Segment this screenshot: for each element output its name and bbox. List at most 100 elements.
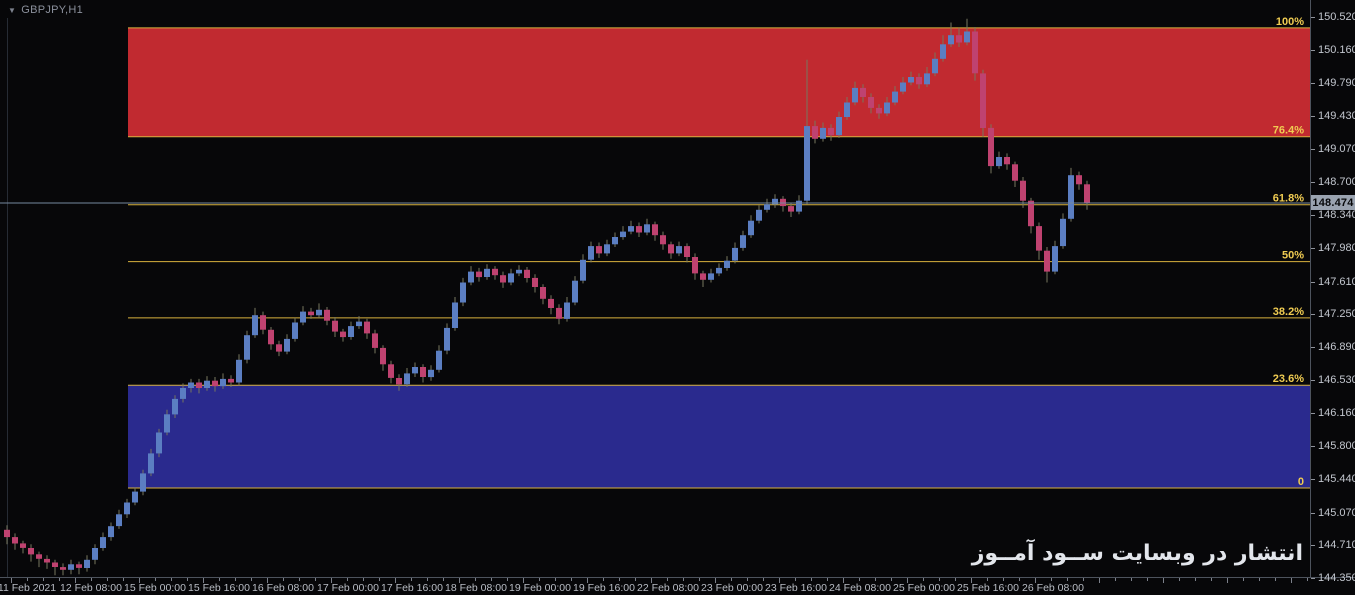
symbol-label[interactable]: ▼ GBPJPY,H1	[8, 4, 83, 16]
candle-body	[940, 44, 946, 59]
time-tick	[699, 578, 700, 581]
price-tick	[1311, 380, 1315, 381]
symbol-timeframe-text: GBPJPY,H1	[21, 4, 84, 16]
candle-body	[1004, 157, 1010, 165]
time-tick	[379, 578, 380, 581]
time-tick	[683, 578, 684, 581]
candle-body	[884, 102, 890, 114]
time-tick-label: 19 Feb 16:00	[573, 582, 635, 594]
time-tick	[1179, 578, 1180, 581]
sell-zone[interactable]	[128, 27, 1310, 137]
price-tick	[1311, 149, 1315, 150]
candle-body	[988, 127, 994, 167]
candle-body	[580, 259, 586, 281]
price-tick-label: 148.700	[1318, 176, 1355, 188]
candle-body	[1044, 250, 1050, 272]
candle-body	[876, 107, 882, 114]
candle-body	[1020, 180, 1026, 201]
time-tick	[523, 578, 524, 583]
candle-body	[916, 77, 922, 85]
time-tick	[27, 578, 28, 581]
time-tick	[203, 578, 204, 583]
price-tick-label: 146.890	[1318, 341, 1355, 353]
time-tick	[1211, 578, 1212, 581]
candle-body	[468, 271, 474, 283]
time-tick-label: 12 Feb 08:00	[60, 582, 122, 594]
candle-body	[564, 302, 570, 319]
price-tick	[1311, 17, 1315, 18]
time-tick	[539, 578, 540, 581]
candle-body	[724, 260, 730, 268]
candle-body	[316, 309, 322, 316]
candle-body	[252, 315, 258, 336]
time-tick-label: 15 Feb 00:00	[124, 582, 186, 594]
candle-body	[948, 35, 954, 45]
candle-body	[4, 529, 10, 538]
price-tick-label: 147.610	[1318, 276, 1355, 288]
time-tick-label: 24 Feb 08:00	[829, 582, 891, 594]
time-tick	[907, 578, 908, 583]
time-tick-label: 26 Feb 08:00	[1022, 582, 1084, 594]
candle-body	[900, 82, 906, 92]
candle-body	[228, 378, 234, 383]
time-tick	[571, 578, 572, 581]
time-tick	[955, 578, 956, 581]
candle-body	[644, 224, 650, 233]
candle-body	[588, 246, 594, 260]
candle-body	[116, 514, 122, 527]
time-tick	[411, 578, 412, 581]
time-tick	[811, 578, 812, 581]
time-tick	[507, 578, 508, 581]
candle-body	[676, 246, 682, 254]
candle-body	[860, 87, 866, 97]
candle-body	[60, 567, 66, 570]
candle-body	[276, 344, 282, 352]
candle-body	[740, 235, 746, 248]
candle-body	[852, 87, 858, 103]
time-tick	[1291, 578, 1292, 583]
price-tick	[1311, 282, 1315, 283]
price-tick-label: 147.250	[1318, 308, 1355, 320]
time-tick	[843, 578, 844, 583]
buy-zone[interactable]	[128, 385, 1310, 488]
fib-label-76.4%: 76.4%	[1273, 125, 1304, 137]
time-tick	[459, 578, 460, 583]
candle-body	[732, 247, 738, 261]
time-tick-label: 25 Feb 16:00	[957, 582, 1019, 594]
time-tick-label: 15 Feb 16:00	[188, 582, 250, 594]
candle-body	[508, 273, 514, 283]
candle-body	[836, 117, 842, 136]
time-tick-label: 18 Feb 08:00	[445, 582, 507, 594]
candle-body	[764, 204, 770, 210]
candle-body	[148, 453, 154, 474]
candle-body	[892, 91, 898, 103]
time-tick	[1051, 578, 1052, 581]
time-tick	[779, 578, 780, 583]
candle-body	[476, 271, 482, 278]
candle-body	[260, 315, 266, 330]
fib-label-61.8%: 61.8%	[1273, 193, 1304, 205]
time-tick	[731, 578, 732, 581]
time-tick-label: 23 Feb 00:00	[701, 582, 763, 594]
time-tick	[187, 578, 188, 581]
time-tick	[1163, 578, 1164, 583]
candle-body	[500, 275, 506, 283]
candle-body	[828, 127, 834, 136]
candle-body	[188, 382, 194, 388]
time-tick	[763, 578, 764, 581]
candle-body	[484, 268, 490, 277]
candle-body	[692, 257, 698, 274]
time-tick	[1115, 578, 1116, 581]
candle-body	[1076, 175, 1082, 185]
time-tick	[443, 578, 444, 581]
time-tick	[1227, 578, 1228, 583]
time-tick	[331, 578, 332, 583]
candle-body	[84, 559, 90, 568]
time-tick	[939, 578, 940, 581]
candle-body	[196, 382, 202, 388]
time-tick	[875, 578, 876, 581]
candle-body	[956, 35, 962, 43]
candle-body	[708, 273, 714, 280]
